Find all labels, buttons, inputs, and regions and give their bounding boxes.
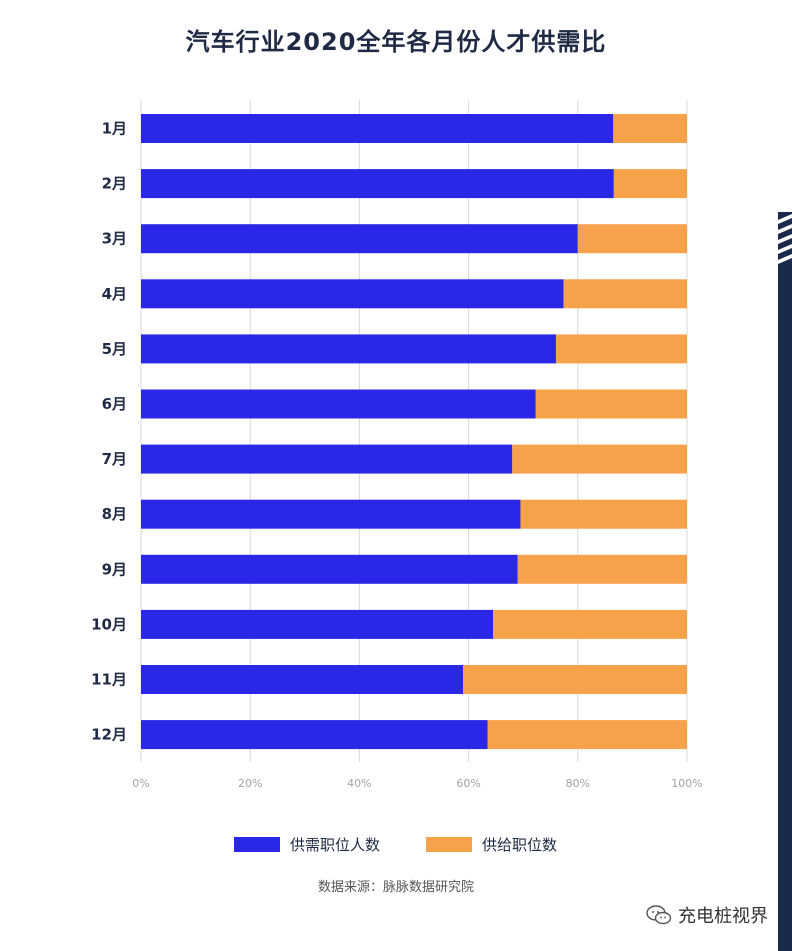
data-source: 数据来源：脉脉数据研究院	[317, 880, 474, 895]
bar-supply	[512, 444, 687, 474]
category-label: 10月	[91, 615, 127, 633]
category-label: 3月	[102, 230, 127, 248]
category-label: 5月	[102, 340, 127, 358]
category-label: 6月	[102, 395, 127, 413]
bar-supply	[577, 224, 687, 254]
bar-demand	[141, 224, 578, 254]
x-tick-label: 20%	[238, 777, 262, 790]
chart-title: 汽车行业2020全年各月份人才供需比	[185, 28, 607, 56]
stacked-bar-chart: 0% 20% 40% 60% 80% 100% 1月 2月 3月 4月 5月 6月 7月 8月 9月 10月 1…	[91, 100, 703, 790]
x-tick-label: 0%	[132, 777, 149, 790]
x-tick-label: 80%	[566, 777, 590, 790]
bar-demand	[141, 114, 614, 143]
bar-supply	[487, 720, 687, 750]
bar-supply	[535, 389, 687, 419]
bar-supply	[613, 169, 687, 199]
x-tick-label: 40%	[347, 777, 371, 790]
bar-demand	[141, 389, 536, 419]
bar-demand	[141, 720, 488, 750]
legend-item-supply: 供给职位数	[426, 834, 557, 855]
category-label: 11月	[91, 671, 127, 689]
bar-demand	[141, 444, 513, 474]
legend-label-supply: 供给职位数	[482, 836, 558, 854]
bar-supply	[517, 554, 687, 584]
bar-supply	[563, 279, 687, 309]
category-label: 7月	[102, 450, 127, 468]
chart-legend: 供需职位人数 供给职位数	[0, 834, 792, 856]
bar-supply	[463, 665, 687, 694]
legend-label-demand: 供需职位人数	[290, 836, 381, 854]
watermark-text: 充电桩视界	[678, 906, 768, 927]
bar-demand	[141, 279, 564, 309]
bar-supply	[555, 334, 687, 364]
bar-supply	[493, 609, 687, 639]
bar-demand	[141, 554, 518, 584]
legend-swatch-supply	[426, 837, 472, 852]
legend-swatch-demand	[234, 837, 280, 852]
wechat-icon	[646, 905, 672, 925]
x-tick-label: 100%	[671, 777, 702, 790]
edge-stripes	[778, 212, 792, 951]
bar-demand	[141, 609, 494, 639]
bar-demand	[141, 334, 556, 364]
bar-demand	[141, 169, 614, 199]
category-label: 2月	[102, 175, 127, 193]
bar-demand	[141, 499, 521, 529]
category-label: 4月	[102, 285, 127, 303]
category-label: 9月	[102, 560, 127, 578]
watermark: 充电桩视界	[646, 902, 768, 928]
bar-supply	[613, 114, 687, 143]
legend-item-demand: 供需职位人数	[234, 834, 380, 855]
category-label: 8月	[102, 505, 127, 523]
x-tick-label: 60%	[456, 777, 480, 790]
bar-supply	[520, 499, 687, 529]
category-label: 12月	[91, 726, 127, 744]
bar-demand	[141, 665, 464, 694]
category-label: 1月	[102, 120, 127, 138]
edge-decoration	[778, 212, 792, 951]
